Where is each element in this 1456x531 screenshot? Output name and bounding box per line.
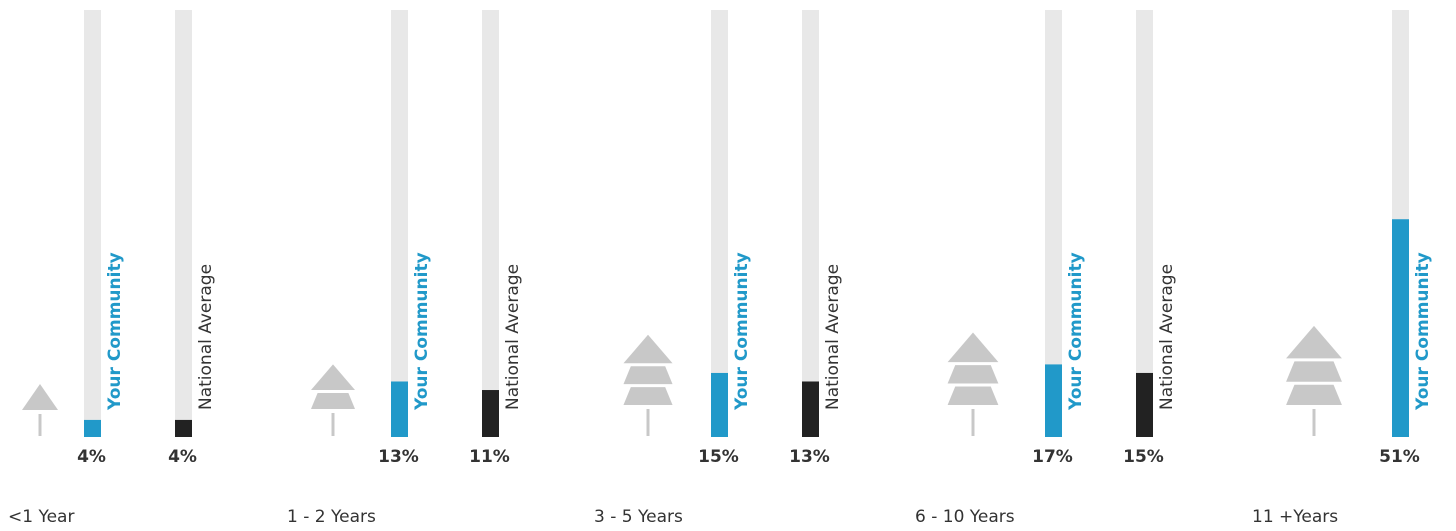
tree-trunk: [331, 413, 335, 436]
community-bar: [1045, 364, 1062, 437]
national-value-label: 4%: [168, 447, 197, 467]
category-label: 3 - 5 Years: [594, 507, 683, 527]
bar-track: [482, 10, 499, 437]
tree-tier: [947, 365, 999, 384]
tree-tier: [947, 332, 999, 363]
category-label: 1 - 2 Years: [287, 507, 376, 527]
national-bar: [482, 390, 499, 437]
tree-trunk: [971, 409, 975, 436]
community-bar: [711, 372, 728, 437]
community-value-label: 51%: [1379, 447, 1420, 467]
community-series-label: Your Community: [412, 252, 432, 411]
tree-tier: [1286, 384, 1342, 405]
bar-track: [802, 10, 819, 437]
bar-track: [1136, 10, 1153, 437]
community-bar: [84, 419, 101, 437]
community-value-label: 15%: [698, 447, 739, 467]
tree-tier: [311, 364, 355, 390]
tree-tier: [623, 334, 673, 364]
national-series-label: National Average: [1157, 264, 1177, 410]
bar-track: [1045, 10, 1062, 437]
category-label: 11 +Years: [1252, 507, 1338, 527]
tree-trunk: [646, 409, 650, 436]
tree-tier: [311, 393, 355, 409]
tree-icon: [22, 384, 58, 436]
tree-tier: [1286, 325, 1342, 359]
national-bar: [802, 381, 819, 437]
tree-tier: [623, 387, 673, 405]
bar-track: [391, 10, 408, 437]
tree-icon: [623, 334, 673, 436]
community-value-label: 17%: [1032, 447, 1073, 467]
tree-trunk: [1312, 409, 1316, 436]
community-value-label: 4%: [77, 447, 106, 467]
tree-icon: [311, 364, 355, 436]
national-value-label: 15%: [1123, 447, 1164, 467]
national-series-label: National Average: [196, 264, 216, 410]
bar-track: [175, 10, 192, 437]
category-label: <1 Year: [8, 507, 74, 527]
tree-tier: [22, 384, 58, 410]
community-series-label: Your Community: [732, 252, 752, 411]
community-series-label: Your Community: [105, 252, 125, 411]
national-bar: [175, 419, 192, 437]
tree-icon: [1286, 325, 1342, 436]
bar-track: [84, 10, 101, 437]
community-series-label: Your Community: [1413, 252, 1433, 411]
tree-tier: [947, 386, 999, 405]
national-value-label: 13%: [789, 447, 830, 467]
tree-trunk: [38, 414, 42, 436]
community-value-label: 13%: [378, 447, 419, 467]
national-series-label: National Average: [503, 264, 523, 410]
community-bar: [391, 381, 408, 437]
community-series-label: Your Community: [1066, 252, 1086, 411]
national-series-label: National Average: [823, 264, 843, 410]
national-value-label: 11%: [469, 447, 510, 467]
national-bar: [1136, 372, 1153, 437]
tree-tier: [1286, 361, 1342, 382]
bar-track: [711, 10, 728, 437]
community-bar: [1392, 219, 1409, 437]
tree-tier: [623, 366, 673, 385]
tree-icon: [947, 332, 999, 436]
category-label: 6 - 10 Years: [915, 507, 1015, 527]
